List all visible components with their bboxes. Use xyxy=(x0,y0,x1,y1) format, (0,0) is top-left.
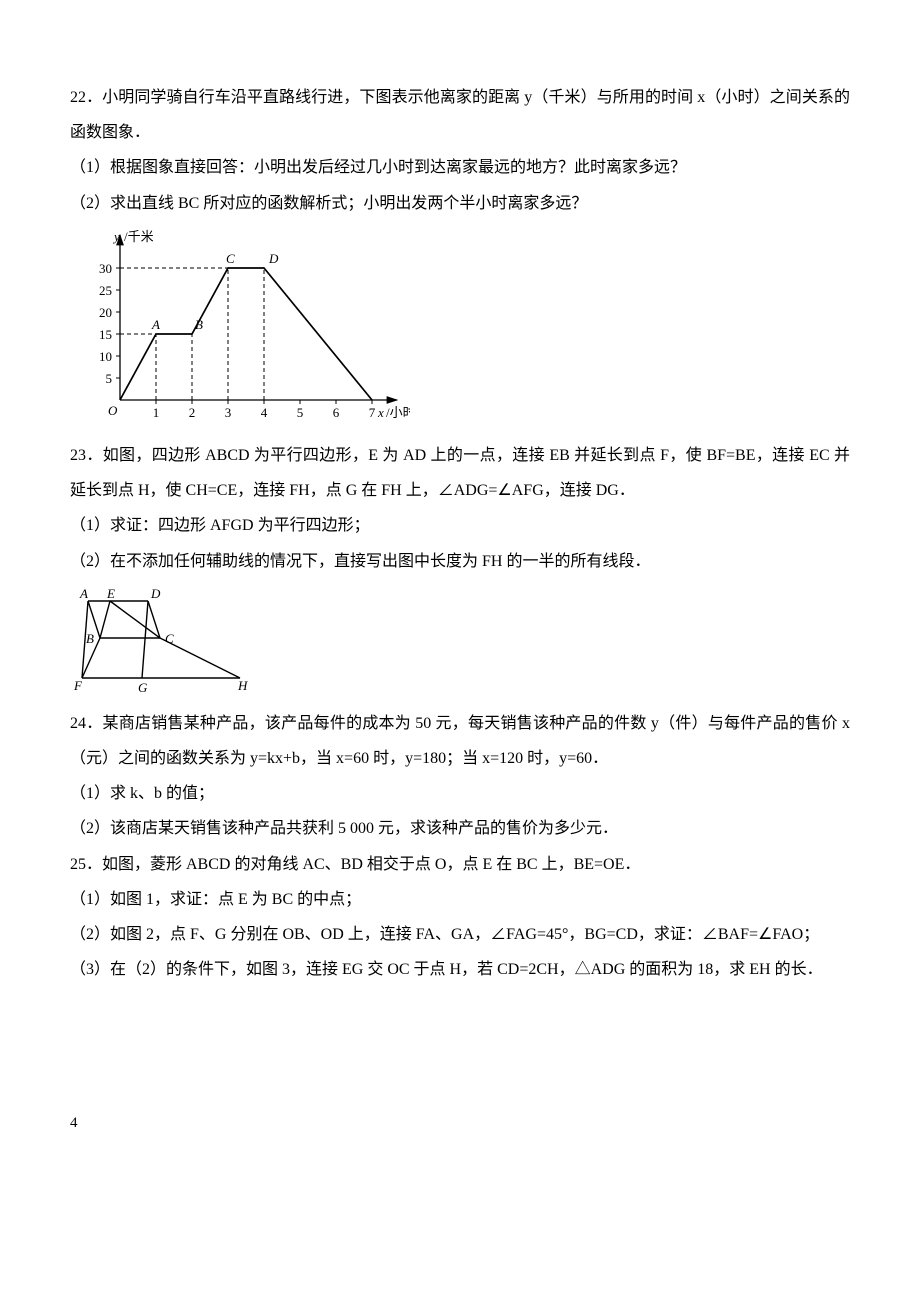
svg-text:E: E xyxy=(106,586,115,601)
svg-text:O: O xyxy=(108,403,118,418)
svg-text:5: 5 xyxy=(297,405,304,420)
svg-text:F: F xyxy=(73,678,83,693)
svg-text:10: 10 xyxy=(99,349,112,364)
svg-text:D: D xyxy=(150,586,161,601)
svg-text:A: A xyxy=(79,586,88,601)
svg-text:y: y xyxy=(112,229,120,244)
svg-text:6: 6 xyxy=(333,405,340,420)
svg-text:D: D xyxy=(268,251,279,266)
svg-text:30: 30 xyxy=(99,261,112,276)
svg-text:1: 1 xyxy=(153,405,160,420)
svg-text:7: 7 xyxy=(369,405,376,420)
q23-diagram: A E D B C F G H xyxy=(70,583,850,706)
q23-part2: （2）在不添加任何辅助线的情况下，直接写出图中长度为 FH 的一半的所有线段． xyxy=(70,544,850,579)
svg-text:B: B xyxy=(86,631,94,646)
svg-text:5: 5 xyxy=(106,371,113,386)
q22-part1: （1）根据图象直接回答：小明出发后经过几小时到达离家最远的地方？此时离家多远？ xyxy=(70,150,850,185)
q25-part3: （3）在（2）的条件下，如图 3，连接 EG 交 OC 于点 H，若 CD=2C… xyxy=(70,952,850,987)
q22-part2: （2）求出直线 BC 所对应的函数解析式；小明出发两个半小时离家多远？ xyxy=(70,186,850,221)
svg-text:C: C xyxy=(165,631,174,646)
svg-text:G: G xyxy=(138,680,148,693)
svg-text:C: C xyxy=(226,251,235,266)
svg-text:/小时: /小时 xyxy=(386,405,410,420)
q24-part2: （2）该商店某天销售该种产品共获利 5 000 元，求该种产品的售价为多少元． xyxy=(70,811,850,846)
q22-stem: 22．小明同学骑自行车沿平直路线行进，下图表示他离家的距离 y（千米）与所用的时… xyxy=(70,80,850,150)
svg-text:x: x xyxy=(377,405,384,420)
svg-text:2: 2 xyxy=(189,405,196,420)
svg-text:20: 20 xyxy=(99,305,112,320)
svg-text:B: B xyxy=(195,317,203,332)
svg-text:A: A xyxy=(151,317,160,332)
q25-part2: （2）如图 2，点 F、G 分别在 OB、OD 上，连接 FA、GA，∠FAG=… xyxy=(70,917,850,952)
q24-part1: （1）求 k、b 的值； xyxy=(70,776,850,811)
q24-stem: 24．某商店销售某种产品，该产品每件的成本为 50 元，每天销售该种产品的件数 … xyxy=(70,706,850,776)
q25-stem: 25．如图，菱形 ABCD 的对角线 AC、BD 相交于点 O，点 E 在 BC… xyxy=(70,847,850,882)
svg-text:H: H xyxy=(237,678,248,693)
q25-part1: （1）如图 1，求证：点 E 为 BC 的中点； xyxy=(70,882,850,917)
svg-text:/千米: /千米 xyxy=(124,229,154,244)
q22-chart: 5 10 15 20 25 30 1 2 3 4 5 6 7 Oy/千米 x/小时 A B C D xyxy=(70,225,850,438)
svg-text:15: 15 xyxy=(99,327,112,342)
q23-stem: 23．如图，四边形 ABCD 为平行四边形，E 为 AD 上的一点，连接 EB … xyxy=(70,438,850,508)
q23-part1: （1）求证：四边形 AFGD 为平行四边形； xyxy=(70,508,850,543)
svg-text:25: 25 xyxy=(99,283,112,298)
page-number: 4 xyxy=(70,1107,850,1140)
svg-text:3: 3 xyxy=(225,405,232,420)
svg-text:4: 4 xyxy=(261,405,268,420)
